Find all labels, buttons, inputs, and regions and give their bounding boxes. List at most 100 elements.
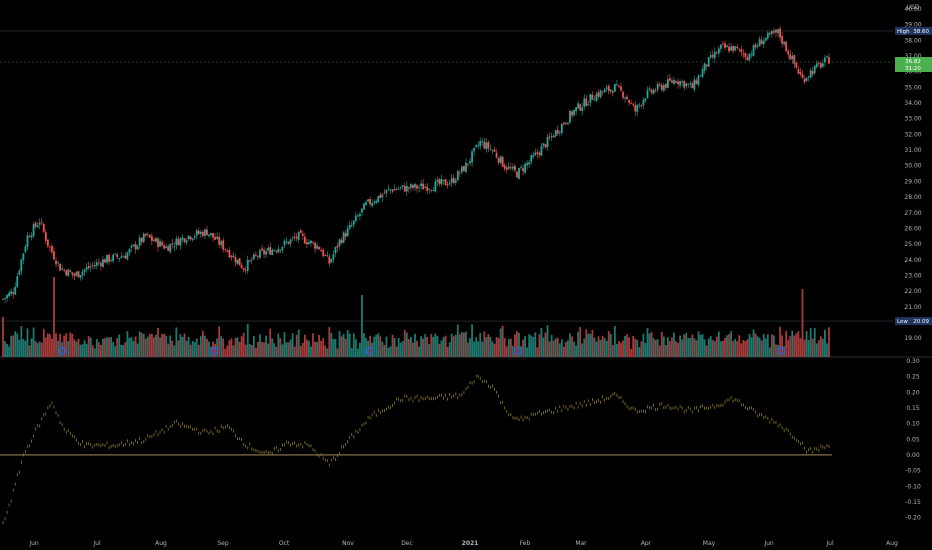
volume-bar <box>365 337 367 357</box>
volume-bar <box>781 335 783 357</box>
candle-body <box>583 98 586 107</box>
candle-body <box>495 152 498 158</box>
volume-bar <box>2 317 4 357</box>
candle-body <box>324 254 327 256</box>
candle-body <box>51 246 53 253</box>
volume-bar <box>336 348 339 357</box>
month-label: Jul <box>92 540 101 547</box>
volume-bar <box>377 333 380 357</box>
candle-body <box>318 246 321 250</box>
candle-body <box>97 262 100 264</box>
volume-bar <box>483 331 486 357</box>
volume-bar <box>671 337 673 357</box>
candle-body <box>438 179 441 184</box>
volume-bar <box>821 338 824 357</box>
candle-body <box>22 253 25 260</box>
candle-body <box>161 242 163 246</box>
candle-body <box>736 46 739 49</box>
candle-body <box>224 249 227 251</box>
volume-bar <box>28 345 31 357</box>
volume-bar <box>79 344 82 357</box>
volume-bar <box>770 334 773 357</box>
volume-bar <box>444 335 447 357</box>
candle-body <box>18 270 21 275</box>
volume-bar <box>324 345 327 357</box>
price-tick-label: 23.00 <box>904 272 921 279</box>
volume-bar <box>246 323 249 357</box>
volume-bar <box>603 337 606 357</box>
volume-bar <box>71 333 74 357</box>
volume-bar <box>34 340 37 357</box>
candle-body <box>195 230 198 236</box>
price-tick-label: 24.00 <box>904 257 921 264</box>
volume-bar <box>212 341 214 357</box>
candle-body <box>73 273 76 276</box>
volume-bar <box>136 343 139 357</box>
volume-bar <box>12 335 15 357</box>
candle-body <box>42 223 45 232</box>
candle-body <box>454 180 457 183</box>
event-marker <box>210 347 218 355</box>
candle-body <box>560 124 563 133</box>
volume-bar <box>275 346 278 357</box>
volume-bar <box>352 333 355 357</box>
candle-body <box>738 48 741 50</box>
candle-body <box>344 233 347 237</box>
candle-body <box>67 269 70 277</box>
candle-body <box>579 104 582 111</box>
candle-body <box>444 179 447 186</box>
candle-body <box>59 263 62 271</box>
candle-body <box>611 91 614 93</box>
candle-body <box>622 91 624 98</box>
volume-bar <box>126 331 129 357</box>
volume-bar <box>685 333 688 357</box>
candle-body <box>118 258 121 259</box>
candle-body <box>536 152 539 154</box>
candle-body <box>332 254 335 260</box>
candle-body <box>428 189 431 191</box>
candle-body <box>465 162 467 173</box>
candle-body <box>259 250 261 258</box>
volume-bar <box>295 334 298 357</box>
candle-body <box>446 184 449 186</box>
volume-bar <box>481 341 484 357</box>
candle-body <box>717 48 720 54</box>
volume-bar <box>726 335 728 357</box>
candle-body <box>40 221 43 223</box>
volume-bar <box>81 344 84 357</box>
volume-bar <box>242 332 245 357</box>
candle-body <box>371 203 374 206</box>
volume-bar <box>638 347 641 357</box>
candle-body <box>414 183 416 188</box>
candle-body <box>320 249 323 252</box>
candle-body <box>8 292 11 297</box>
candle-body <box>819 63 822 68</box>
candle-body <box>281 246 284 251</box>
volume-bar <box>797 331 800 357</box>
candle-body <box>14 286 17 295</box>
volume-bar <box>485 337 488 357</box>
volume-bar <box>4 341 6 357</box>
volume-bar <box>375 334 378 357</box>
candle-body <box>511 166 514 169</box>
volume-bar <box>38 341 41 357</box>
volume-bar <box>650 331 653 357</box>
candle-body <box>222 240 225 250</box>
candle-body <box>544 144 547 148</box>
volume-bar <box>57 340 59 357</box>
candle-body <box>705 64 708 67</box>
volume-bar <box>746 339 749 357</box>
volume-bar <box>454 334 457 357</box>
volume-bar <box>662 336 665 357</box>
volume-bar <box>148 334 151 357</box>
month-label: Aug <box>886 540 898 547</box>
volume-bar <box>828 327 830 357</box>
volume-bar <box>805 331 808 357</box>
candle-body <box>797 69 800 74</box>
volume-bar <box>715 336 718 357</box>
candle-body <box>314 242 316 249</box>
volume-bar <box>401 340 404 357</box>
candle-body <box>591 94 594 100</box>
candle-body <box>734 46 737 51</box>
